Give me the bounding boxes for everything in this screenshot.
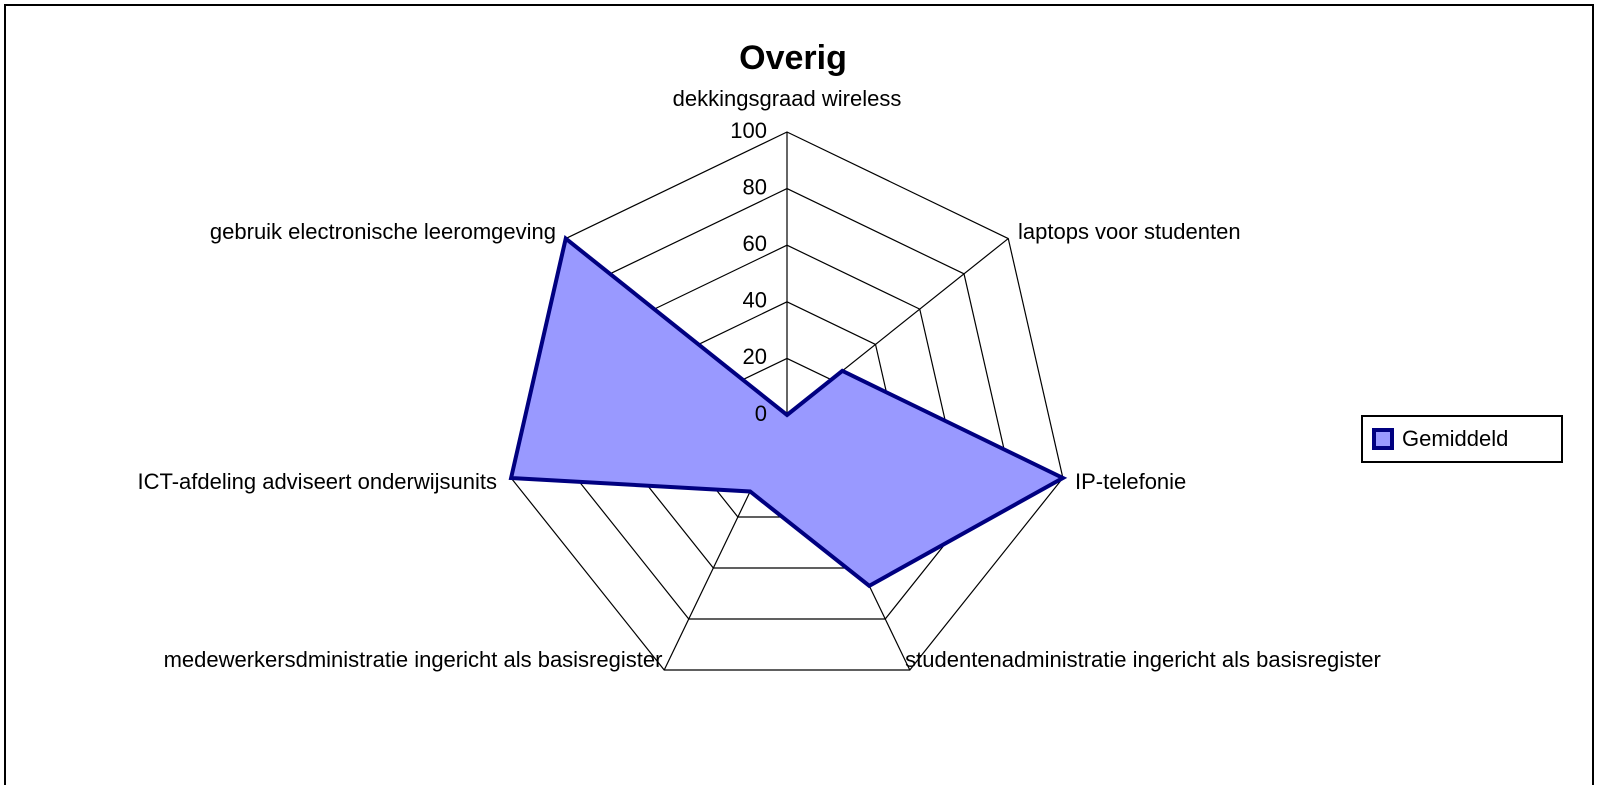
category-label: gebruik electronische leeromgeving [209,219,556,244]
r-tick-label: 0 [755,401,767,426]
chart-title: Overig [739,39,847,77]
category-label: medewerkersdministratie ingericht als ba… [163,647,663,672]
r-tick-label: 40 [743,288,767,313]
category-label: studentenadministratie ingericht als bas… [905,647,1381,672]
category-label: IP-telefonie [1075,469,1187,494]
legend-label: Gemiddeld [1402,426,1508,451]
r-tick-label: 100 [730,118,767,143]
category-label: ICT-afdeling adviseert onderwijsunits [137,469,497,494]
legend [1361,415,1563,463]
legend-swatch [1372,428,1394,450]
category-label: dekkingsgraad wireless [672,86,902,111]
frame [4,4,1594,785]
radar-area [508,235,1068,589]
r-tick-label: 80 [743,174,767,199]
r-tick-label: 60 [743,231,767,256]
r-tick-label: 20 [743,344,767,369]
category-label: laptops voor studenten [1018,219,1241,244]
